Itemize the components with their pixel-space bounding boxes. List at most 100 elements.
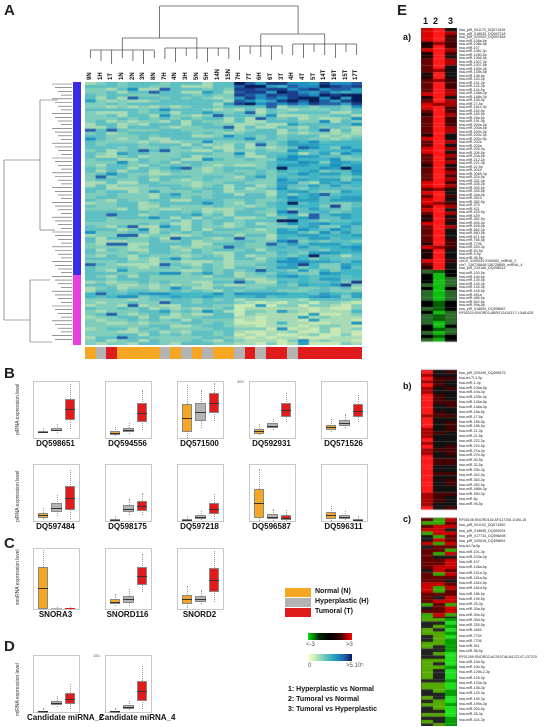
group-legend: Normal (N) Hyperplastic (H) Tumoral (T) [285, 588, 415, 628]
col-3-label: 3 [448, 16, 454, 26]
boxplot-median [339, 422, 350, 424]
mirna-label: hsa-miR-181b-5p [459, 581, 487, 585]
mirna-label: hsa-miR-186-5p [459, 591, 485, 596]
mirna-label: hsa-miR-199a-3p [459, 701, 487, 706]
group-cell [351, 347, 363, 359]
sample-label: 3N [140, 72, 147, 80]
mirna-label: hsa-miR-100-5p [459, 271, 485, 275]
mirna-label: hsa-miR-6p [459, 497, 478, 502]
group-cell [255, 347, 267, 359]
group-cell [223, 347, 235, 359]
boxplot-median [37, 588, 49, 589]
mirna-label: hsa-miR-181c-3p [459, 105, 487, 109]
group-cell [298, 347, 310, 359]
mirna-label: hsa-miR-15a-5p [459, 409, 485, 414]
group-cell [138, 347, 150, 359]
mirna-label: hsa-miR-96-5p [459, 255, 483, 260]
boxplot-median [181, 519, 193, 521]
mirna-label: hsa-miR-148a-3p [459, 404, 487, 409]
mirna-label: hsa-miR-151a-3p [459, 570, 487, 575]
mirna-label: hsa-miR-21-3p [459, 429, 483, 434]
mirna-label: RF01299;SNORD2;AC010746.8/137147-137215 [459, 654, 537, 659]
ymax-tick: 300 [237, 379, 244, 384]
boxplot-median [109, 601, 121, 603]
sample-label: 4H [289, 72, 296, 80]
mirna-label: hsa-miR-10b-5p [459, 274, 485, 279]
boxplot-median [123, 508, 134, 510]
group-cell [106, 347, 118, 359]
mirna-label: hsa-miR-200c-3p [459, 133, 487, 137]
boxplot-median [267, 516, 278, 518]
mirna-label: hsa-miR-139-5p [459, 278, 485, 283]
mirna-label: hsa-miR-205-3p [459, 147, 485, 151]
boxplot-title: DQ592931 [252, 439, 291, 448]
boxplot-median [280, 410, 292, 411]
boxplot-frame [33, 464, 80, 522]
sample-label: 6H [257, 72, 264, 80]
boxplot-box [136, 680, 148, 701]
mirna-label: hsa-miR-671-5p [459, 234, 485, 239]
sample-group-bar [85, 347, 363, 359]
mirna-label: hsa-miR-1180-3p [459, 49, 487, 53]
boxplot-frame [105, 655, 152, 713]
group-cell [308, 347, 320, 359]
mirna-label: RF00106;SNORD116;AF317208.1/106-15 [459, 518, 527, 522]
scale-legend: <-3 >3 0 >5.10⁵ [306, 633, 408, 681]
mirna-label: hsa-miR-451a [459, 292, 482, 297]
sample-label: 8N [150, 72, 157, 80]
mirna-label: hsa-miR-155-5p [459, 98, 485, 102]
col-1-label: 1 [423, 16, 429, 26]
sample-label: 9N [87, 72, 93, 80]
mirna-label: hsa-miR-221-3p [459, 161, 485, 165]
boxplot-median [195, 412, 206, 414]
boxplot-median [51, 429, 62, 431]
mirna-label: hsa-miR-20a-5p [459, 154, 485, 158]
ylabel-b1: piRNA expression level [15, 383, 21, 435]
fold-gradient [308, 633, 352, 640]
boxplot-frame [105, 464, 152, 522]
sample-label: 7H [236, 72, 243, 80]
boxplot-whisker [43, 428, 44, 433]
boxplot-median [352, 410, 364, 412]
mirna-label: hsa-miR-27a-3p [459, 448, 485, 453]
fold-low-label: <-3 [306, 642, 315, 648]
panel-a-letter: A [4, 2, 15, 19]
mirna-label: hsa-miR-182-5p [459, 108, 485, 113]
heatmap-e [421, 28, 457, 726]
ymax-tick: 150 [93, 653, 100, 658]
mirna-label: hsa-miR-143-3p [459, 691, 485, 696]
mirna-label: hsa-miR-363-3p [459, 477, 485, 482]
mirna-label: hsa-miR-183-5p [459, 112, 485, 116]
ylabel-d: miRNA expression level [15, 663, 21, 716]
mirna-label: hsa-miR-126-3p [459, 675, 485, 680]
mirna-label: hsa-miR-200a-5p [459, 126, 487, 130]
mirna-label: hsa-miR-28-3p [459, 712, 483, 717]
mirna-label: hsa-miR-7704 [459, 633, 482, 638]
boxplot-median [123, 706, 134, 708]
mirna-label: hsa-miR-98-5p [459, 649, 483, 654]
sample-label: 15T [342, 69, 349, 80]
mirna-label: hsa-miR-324-5p [459, 175, 485, 179]
boxplot-box [64, 398, 76, 421]
normal-swatch [285, 588, 311, 597]
mirna-label: hsa-miR-142-3p [459, 84, 485, 88]
boxplot-median [136, 505, 148, 507]
panel-b-letter: B [4, 365, 15, 382]
sample-label: 14T [321, 69, 328, 80]
mirna-label: hsa-miR-107 [459, 45, 480, 50]
mirna-label: hsa-miR-542-5p [459, 299, 485, 304]
sample-label: 1H [97, 72, 104, 80]
boxplot-title: DQ596587 [252, 522, 291, 531]
comparison-1: 1: Hyperplastic vs Normal [288, 686, 374, 693]
boxplot-median [64, 698, 76, 700]
mirna-label: hsa-miR-106a-5p [459, 38, 487, 43]
mirna-label: hsa-miR-203a [459, 143, 482, 148]
mirna-label: hsa-miR-212-3p [459, 157, 485, 162]
boxplot-median [136, 690, 148, 692]
boxplot-frame [249, 464, 296, 522]
panel-c-letter: C [4, 535, 15, 552]
group-cell [170, 347, 182, 359]
mirna-label: hsa-miR-452-5p [459, 217, 485, 221]
mirna-label: hsa-miR-103a-3p [459, 554, 487, 559]
row-cluster-bar [73, 82, 81, 345]
